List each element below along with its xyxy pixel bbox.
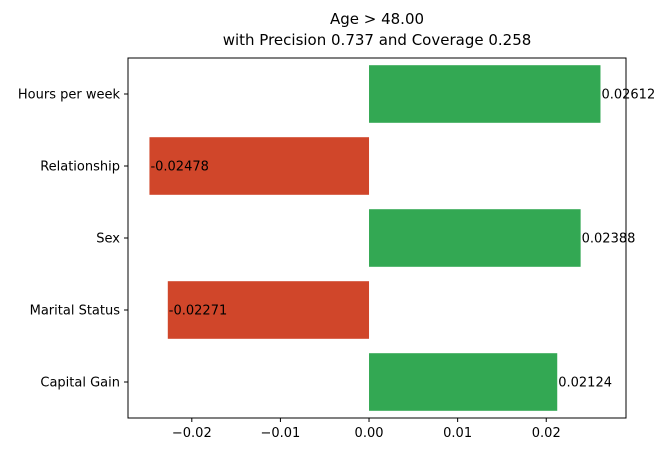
data-label-4: 0.02124 [558,376,612,391]
data-label-2: 0.02388 [582,232,636,247]
y-tick-label-4: Capital Gain [40,376,120,391]
x-tick-label-4: 0.02 [532,426,561,441]
y-tick-label-0: Hours per week [18,88,121,103]
data-label-1: -0.02478 [150,160,208,175]
bar-0 [369,65,601,123]
bar-3 [167,281,370,339]
data-label-0: 0.02612 [601,88,655,103]
x-tick-label-2: 0.00 [355,426,384,441]
chart-title-line-1: Age > 48.00 [330,10,424,28]
chart-title-line-2: with Precision 0.737 and Coverage 0.258 [223,31,532,49]
x-tick-label-3: 0.01 [443,426,472,441]
x-tick-label-1: −0.01 [260,426,300,441]
bar-4 [369,353,558,411]
y-tick-label-2: Sex [96,232,120,247]
bar-1 [149,137,370,195]
plot-frame [127,57,627,419]
y-tick-label-1: Relationship [40,160,120,175]
x-tick-label-0: −0.02 [172,426,212,441]
bar-2 [369,209,581,267]
data-label-3: -0.02271 [169,304,227,319]
y-tick-label-3: Marital Status [30,304,121,319]
